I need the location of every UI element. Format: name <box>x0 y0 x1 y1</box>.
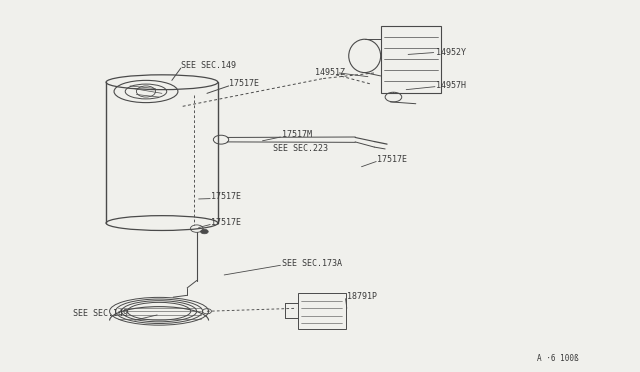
Text: SEE SEC.149: SEE SEC.149 <box>74 310 129 318</box>
Text: 14951Z: 14951Z <box>315 68 345 77</box>
Text: 18791P: 18791P <box>347 292 377 301</box>
Text: 17517M: 17517M <box>282 130 312 140</box>
Text: 17517E: 17517E <box>378 155 408 164</box>
Text: 17517E: 17517E <box>211 192 241 201</box>
Text: A ·6 100ß: A ·6 100ß <box>537 354 579 363</box>
Bar <box>298 294 346 329</box>
Text: 14952Y: 14952Y <box>436 48 466 57</box>
Text: SEE SEC.149: SEE SEC.149 <box>181 61 236 70</box>
Text: 14957H: 14957H <box>436 81 466 90</box>
Text: 17517E: 17517E <box>229 79 259 88</box>
Text: SEE SEC.173A: SEE SEC.173A <box>282 259 342 267</box>
Text: 17517E: 17517E <box>211 218 241 227</box>
Circle shape <box>200 230 208 234</box>
Text: SEE SEC.223: SEE SEC.223 <box>273 144 328 153</box>
Bar <box>381 26 442 93</box>
